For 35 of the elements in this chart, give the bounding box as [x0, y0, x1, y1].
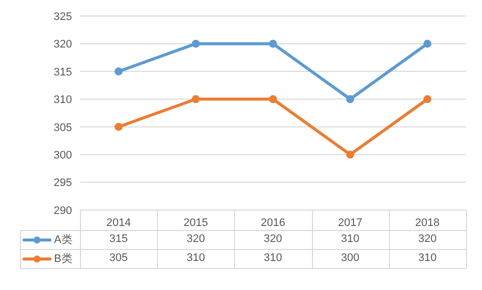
data-label: 315 [108, 232, 129, 247]
y-tick-label: 315 [54, 66, 72, 78]
data-label: 320 [262, 232, 284, 247]
x-tick-label: 2018 [415, 216, 440, 229]
point [192, 95, 200, 104]
point [346, 150, 354, 159]
y-tick-label: 310 [54, 94, 72, 106]
point [423, 95, 432, 104]
y-tick-label: 290 [54, 204, 72, 217]
data-label: 310 [340, 232, 360, 247]
point [423, 40, 432, 48]
y-tick-label: 325 [54, 10, 72, 23]
y-tick-label: 320 [54, 38, 72, 51]
data-label: 310 [417, 251, 438, 266]
point [192, 40, 200, 48]
y-tick-label: 300 [54, 149, 72, 162]
x-tick-label: 2016 [260, 216, 286, 229]
data-label: 310 [262, 251, 284, 266]
point [346, 95, 354, 104]
legend-label: B类 [54, 252, 72, 266]
x-tick-label: 2017 [338, 216, 362, 229]
data-label: 320 [186, 232, 206, 247]
legend-label: A类 [54, 233, 72, 247]
y-tick-label: 295 [54, 177, 72, 190]
point [269, 95, 277, 104]
data-label: 320 [417, 232, 438, 247]
x-tick-label: 2015 [184, 216, 208, 229]
x-tick-label: 2014 [106, 216, 131, 229]
point [114, 122, 123, 131]
y-tick-label: 305 [54, 122, 72, 134]
data-label: 310 [186, 251, 206, 266]
point [114, 67, 123, 76]
data-label: 300 [340, 251, 360, 266]
point [269, 40, 277, 48]
data-label: 305 [108, 251, 129, 266]
